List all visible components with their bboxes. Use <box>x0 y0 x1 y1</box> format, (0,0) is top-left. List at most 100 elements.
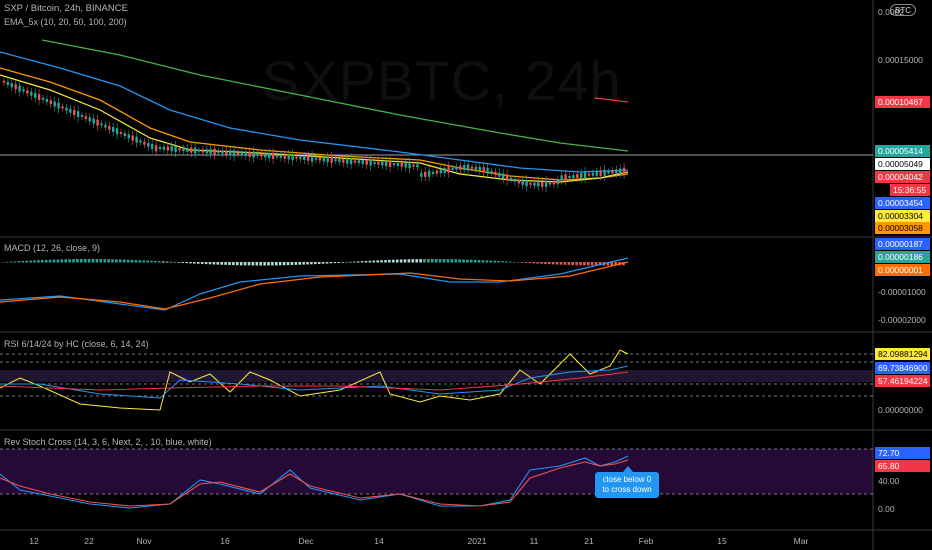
stoch-legend[interactable]: Rev Stoch Cross (14, 3, 6, Next, 2, , 10… <box>4 437 212 447</box>
macd-hist-bar <box>247 262 251 266</box>
callout-line-2: to cross down <box>602 485 652 494</box>
ema-legend[interactable]: EMA_5x (10, 20, 50, 100, 200) <box>4 17 127 27</box>
macd-hist-bar <box>21 260 25 263</box>
candle-body <box>502 173 505 179</box>
stoch-k-line <box>0 455 629 509</box>
macd-hist-bar <box>169 261 173 263</box>
macd-hist-bar <box>462 259 465 263</box>
symbol-title[interactable]: SXP / Bitcoin, 24h, BINANCE <box>4 3 128 14</box>
candle-body <box>622 167 626 174</box>
macd-hist-bar <box>25 260 28 263</box>
macd-hist-bar <box>360 261 364 263</box>
stoch-label-3: 0.00 <box>878 504 895 514</box>
macd-hist-bar <box>364 260 368 263</box>
candle-body <box>482 167 485 173</box>
candle-body <box>314 157 318 160</box>
macd-hist-bar <box>493 260 496 263</box>
macd-hist-bar <box>368 260 372 263</box>
rsi-tag-24: 57.46194224 <box>875 375 930 387</box>
candle-body <box>80 114 84 117</box>
candle-body <box>572 174 575 178</box>
candle-body <box>517 179 520 184</box>
macd-hist-bar <box>614 262 617 266</box>
macd-hist-bar <box>80 259 83 263</box>
candle-body <box>115 128 119 135</box>
macd-hist-bar <box>5 261 9 263</box>
rsi24-line <box>0 371 629 391</box>
candle-body <box>193 147 197 154</box>
macd-hist-bar <box>107 259 110 263</box>
candle-body <box>396 162 400 166</box>
candle-body <box>420 172 423 177</box>
macd-hist-bar <box>122 259 126 263</box>
macd-hist-bar <box>68 259 71 263</box>
time-label-8: 21 <box>584 536 594 546</box>
candle-body <box>451 167 454 170</box>
candle-body <box>564 174 567 181</box>
candle-body <box>498 172 501 177</box>
macd-hist-bar <box>477 260 481 263</box>
candle-body <box>385 161 388 167</box>
ema50-line <box>0 67 629 181</box>
candle-body <box>295 156 298 159</box>
macd-hist-bar <box>130 259 134 263</box>
macd-hist-bar <box>431 259 434 263</box>
annotation-callout[interactable]: close below 0 to cross down <box>595 466 659 498</box>
price-tag-ema50: 0.00003454 <box>875 197 930 209</box>
candle-body <box>587 173 591 176</box>
time-label-1: 22 <box>84 536 94 546</box>
rsi-legend[interactable]: RSI 6/14/24 by HC (close, 6, 14, 24) <box>4 339 149 349</box>
candle-body <box>88 117 91 122</box>
price-tag-ema10: 0.00003058 <box>875 222 930 234</box>
macd-hist-bar <box>485 260 489 263</box>
rsi-band <box>0 370 873 382</box>
macd-hist-bar <box>91 259 95 263</box>
candle-body <box>486 167 489 174</box>
macd-hist-bar <box>103 259 106 263</box>
macd-hist-bar <box>275 262 278 266</box>
macd-hist-bar <box>115 259 118 263</box>
candle-body <box>541 181 544 187</box>
candle-body <box>346 158 349 164</box>
candle-body <box>619 168 622 174</box>
candle-body <box>92 118 95 124</box>
candle-body <box>299 156 302 160</box>
macd-hist-bar <box>598 262 602 266</box>
candle-body <box>174 146 177 153</box>
price-tag-current: 0.00005049 <box>875 158 930 170</box>
time-label-7: 11 <box>529 536 539 546</box>
macd-hist-bar <box>575 262 578 266</box>
macd-hist-bar <box>399 259 403 263</box>
candle-body <box>147 142 150 147</box>
macd-hist-bar <box>310 262 313 265</box>
macd-hist-bar <box>427 259 430 263</box>
price-tag-ema200: 0.00010467 <box>875 96 930 108</box>
candle-body <box>252 151 255 158</box>
macd-hist-bar <box>267 262 270 266</box>
candle-body <box>369 159 372 166</box>
price-label-0: 0.0002 <box>878 7 904 17</box>
candle-body <box>303 155 306 160</box>
candle-body <box>260 153 263 157</box>
candle-body <box>100 123 103 126</box>
macd-tag-hist: 0.00000186 <box>875 251 930 263</box>
time-label-3: 16 <box>220 536 230 546</box>
macd-hist-bar <box>481 260 485 263</box>
candle-body <box>139 140 142 143</box>
candle-body <box>205 149 208 154</box>
currency-chip[interactable]: BTC <box>890 4 916 16</box>
macd-hist-bar <box>87 259 91 263</box>
candle-body <box>424 171 427 177</box>
macd-hist-bar <box>524 262 528 263</box>
candle-body <box>158 147 162 149</box>
candle-body <box>143 141 146 145</box>
macd-hist-bar <box>259 262 262 266</box>
candle-body <box>427 170 431 177</box>
macd-hist-bar <box>193 262 196 264</box>
macd-hist-bar <box>442 259 446 263</box>
macd-legend[interactable]: MACD (12, 26, close, 9) <box>4 243 101 253</box>
macd-hist-bar <box>314 262 317 265</box>
macd-hist-bar <box>298 262 301 265</box>
candle-body <box>229 150 232 156</box>
